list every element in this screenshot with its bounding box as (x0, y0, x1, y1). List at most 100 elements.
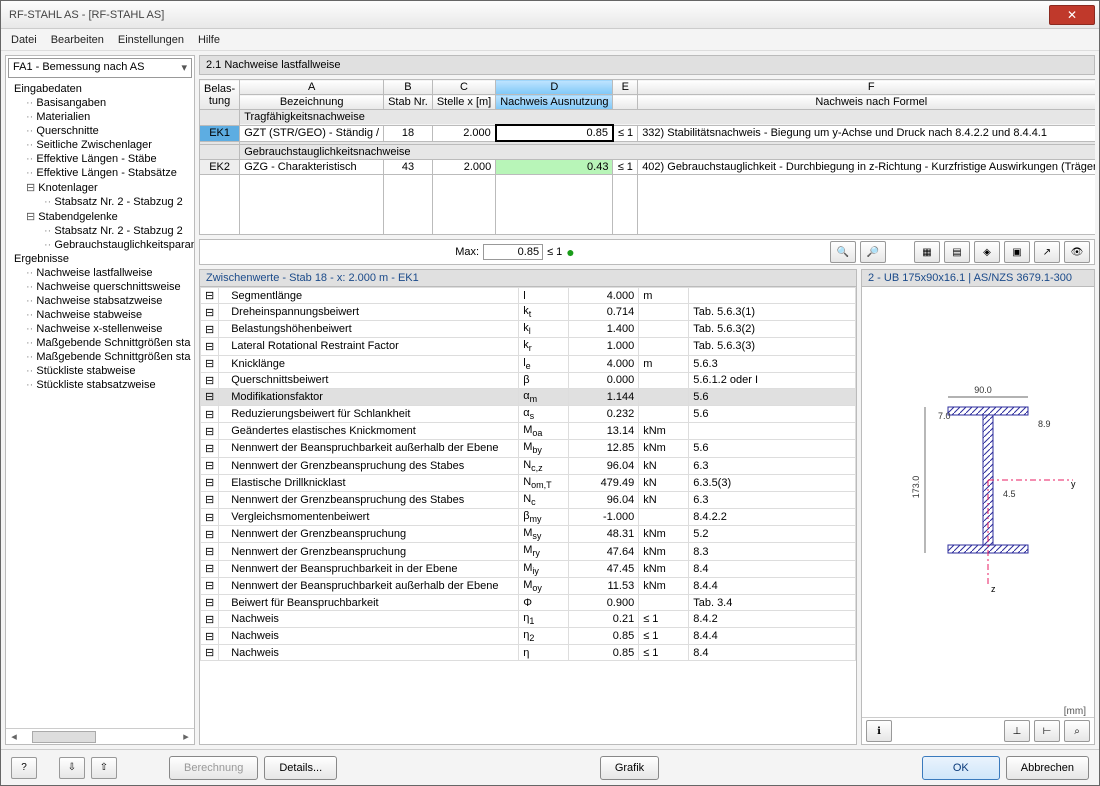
cs-tool3[interactable]: ⌕ (1064, 720, 1090, 742)
max-compare: ≤ 1 (547, 246, 562, 258)
details-button[interactable]: Details... (264, 756, 337, 780)
cross-section-title: 2 - UB 175x90x16.1 | AS/NZS 3679.1-300 (862, 270, 1094, 287)
tree-item[interactable]: Effektive Längen - Stäbe (6, 152, 194, 166)
tree-item[interactable]: Materialien (6, 110, 194, 124)
ok-button[interactable]: OK (922, 756, 1000, 780)
tree-item[interactable]: Basisangaben (6, 96, 194, 110)
tree-group[interactable]: Stabendgelenke (6, 209, 194, 224)
bottom-bar: ? ⇩ ⇧ Berechnung Details... Grafik OK Ab… (1, 749, 1099, 785)
info-button[interactable]: ℹ (866, 720, 892, 742)
filter1-button[interactable]: 🔍 (830, 241, 856, 263)
intermed-row[interactable]: ⊟Nennwert der GrenzbeanspruchungMry47.64… (201, 543, 856, 560)
svg-text:7.0: 7.0 (938, 411, 951, 421)
col-e[interactable]: E (613, 80, 638, 95)
intermed-row[interactable]: ⊟Nachweisη20.85≤ 18.4.4 (201, 628, 856, 645)
help-button[interactable]: ? (11, 757, 37, 779)
menu-datei[interactable]: Datei (11, 34, 37, 46)
max-value[interactable] (483, 244, 543, 260)
tool-c-button[interactable]: ◈ (974, 241, 1000, 263)
intermed-row[interactable]: ⊟Segmentlängel4.000m (201, 288, 856, 304)
design-case-combo[interactable]: FA1 - Bemessung nach AS (8, 58, 192, 78)
tree-item[interactable]: Seitliche Zwischenlager (6, 138, 194, 152)
intermed-row[interactable]: ⊟Vergleichsmomentenbeiwertβmy-1.0008.4.2… (201, 509, 856, 526)
intermed-row[interactable]: ⊟Geändertes elastisches KnickmomentMoa13… (201, 423, 856, 440)
intermed-row[interactable]: ⊟Nennwert der Beanspruchbarkeit außerhal… (201, 577, 856, 594)
table-row[interactable]: EK1 GZT (STR/GEO) - Ständig / 18 2.000 0… (200, 125, 1096, 141)
intermed-row[interactable]: ⊟Nennwert der Grenzbeanspruchung des Sta… (201, 457, 856, 474)
tree-item[interactable]: Nachweise stabweise (6, 308, 194, 322)
ok-icon: ● (566, 244, 574, 260)
intermed-row[interactable]: ⊟Belastungshöhenbeiwertkl1.400Tab. 5.6.3… (201, 321, 856, 338)
tree-item[interactable]: Nachweise x-stellenweise (6, 322, 194, 336)
unit-label: [mm] (862, 706, 1094, 717)
intermed-row[interactable]: ⊟Elastische DrillknicklastNom,T479.49kN6… (201, 474, 856, 491)
col-belastung: Belas-tung (200, 80, 240, 110)
calc-button[interactable]: Berechnung (169, 756, 258, 780)
col-a[interactable]: A (240, 80, 384, 95)
tree-item[interactable]: Effektive Längen - Stabsätze (6, 166, 194, 180)
intermed-row[interactable]: ⊟Nachweisη0.85≤ 18.4 (201, 645, 856, 661)
table-row[interactable]: EK2 GZG - Charakteristisch 43 2.000 0.43… (200, 160, 1096, 175)
results-toolbar: Max: ≤ 1 ● 🔍 🔎 ▦ ▤ ◈ ▣ ↗ 👁 (199, 239, 1095, 265)
intermed-row[interactable]: ⊟Nennwert der Grenzbeanspruchung des Sta… (201, 491, 856, 508)
intermed-row[interactable]: ⊟Lateral Rotational Restraint Factorkr1.… (201, 338, 856, 355)
intermed-row[interactable]: ⊟Nachweisη10.21≤ 18.4.2 (201, 611, 856, 628)
tree-item[interactable]: Nachweise lastfallweise (6, 266, 194, 280)
menu-hilfe[interactable]: Hilfe (198, 34, 220, 46)
intermed-row[interactable]: ⊟Beiwert für BeanspruchbarkeitΦ0.900Tab.… (201, 595, 856, 611)
intermed-row[interactable]: ⊟Reduzierungsbeiwert für Schlankheitαs0.… (201, 405, 856, 422)
tree-group[interactable]: Knotenlager (6, 180, 194, 195)
tree-item[interactable]: Nachweise querschnittsweise (6, 280, 194, 294)
tree-item[interactable]: Querschnitte (6, 124, 194, 138)
group-tragfaehigkeit: Tragfähigkeitsnachweise (200, 110, 1096, 126)
tool-a-button[interactable]: ▦ (914, 241, 940, 263)
tree-item[interactable]: Stückliste stabsatzweise (6, 378, 194, 392)
col-f[interactable]: F (638, 80, 1095, 95)
grafik-button[interactable]: Grafik (600, 756, 659, 780)
tree-item[interactable]: Stückliste stabweise (6, 364, 194, 378)
export-button[interactable]: ⇧ (91, 757, 117, 779)
filter2-button[interactable]: 🔎 (860, 241, 886, 263)
tree-item[interactable]: Maßgebende Schnittgrößen sta (6, 350, 194, 364)
cs-tool2[interactable]: ⊢ (1034, 720, 1060, 742)
sidebar-hscroll[interactable]: ◂▸ (6, 728, 194, 744)
import-button[interactable]: ⇩ (59, 757, 85, 779)
tree-root[interactable]: Eingabedaten (6, 82, 194, 96)
svg-text:90.0: 90.0 (974, 385, 992, 395)
intermed-row[interactable]: ⊟Knicklängele4.000m5.6.3 (201, 355, 856, 372)
svg-text:8.9: 8.9 (1038, 419, 1051, 429)
tree-item[interactable]: Nachweise stabsatzweise (6, 294, 194, 308)
window-title: RF-STAHL AS - [RF-STAHL AS] (9, 9, 1049, 21)
intermed-row[interactable]: ⊟Nennwert der Beanspruchbarkeit in der E… (201, 560, 856, 577)
intermed-row[interactable]: ⊟Dreheinspannungsbeiwertkt0.714Tab. 5.6.… (201, 304, 856, 321)
close-button[interactable]: ✕ (1049, 5, 1095, 25)
col-b[interactable]: B (384, 80, 433, 95)
tool-f-button[interactable]: 👁 (1064, 241, 1090, 263)
intermed-row[interactable]: ⊟Modifikationsfaktorαm1.1445.6 (201, 388, 856, 405)
col-d[interactable]: D (496, 80, 613, 95)
intermed-row[interactable]: ⊟Querschnittsbeiwertβ0.0005.6.1.2 oder I (201, 372, 856, 388)
tool-d-button[interactable]: ▣ (1004, 241, 1030, 263)
tree-item[interactable]: Gebrauchstauglichkeitsparamet (6, 238, 194, 252)
menu-bearbeiten[interactable]: Bearbeiten (51, 34, 104, 46)
tree-item[interactable]: Maßgebende Schnittgrößen sta (6, 336, 194, 350)
intermed-row[interactable]: ⊟Nennwert der Beanspruchbarkeit außerhal… (201, 440, 856, 457)
col-c[interactable]: C (432, 80, 495, 95)
menu-einstellungen[interactable]: Einstellungen (118, 34, 184, 46)
cancel-button[interactable]: Abbrechen (1006, 756, 1089, 780)
max-label: Max: (455, 246, 479, 258)
mid-row: Zwischenwerte - Stab 18 - x: 2.000 m - E… (199, 269, 1095, 745)
nav-tree[interactable]: EingabedatenBasisangabenMaterialienQuers… (6, 80, 194, 728)
tree-item[interactable]: Stabsatz Nr. 2 - Stabzug 2 (6, 224, 194, 238)
cs-tool1[interactable]: ⊥ (1004, 720, 1030, 742)
tool-e-button[interactable]: ↗ (1034, 241, 1060, 263)
tool-b-button[interactable]: ▤ (944, 241, 970, 263)
menubar: Datei Bearbeiten Einstellungen Hilfe (1, 29, 1099, 51)
intermed-row[interactable]: ⊟Nennwert der GrenzbeanspruchungMsy48.31… (201, 526, 856, 543)
results-grid: Belas-tung A B C D E F G Bezeichnung Sta… (199, 79, 1095, 235)
tree-item[interactable]: Stabsatz Nr. 2 - Stabzug 2 (6, 195, 194, 209)
intermed-title: Zwischenwerte - Stab 18 - x: 2.000 m - E… (200, 270, 856, 287)
cross-section-pane: 2 - UB 175x90x16.1 | AS/NZS 3679.1-300 9… (861, 269, 1095, 745)
tree-root[interactable]: Ergebnisse (6, 252, 194, 266)
main-pane: 2.1 Nachweise lastfallweise Belas-tung A… (199, 55, 1095, 745)
